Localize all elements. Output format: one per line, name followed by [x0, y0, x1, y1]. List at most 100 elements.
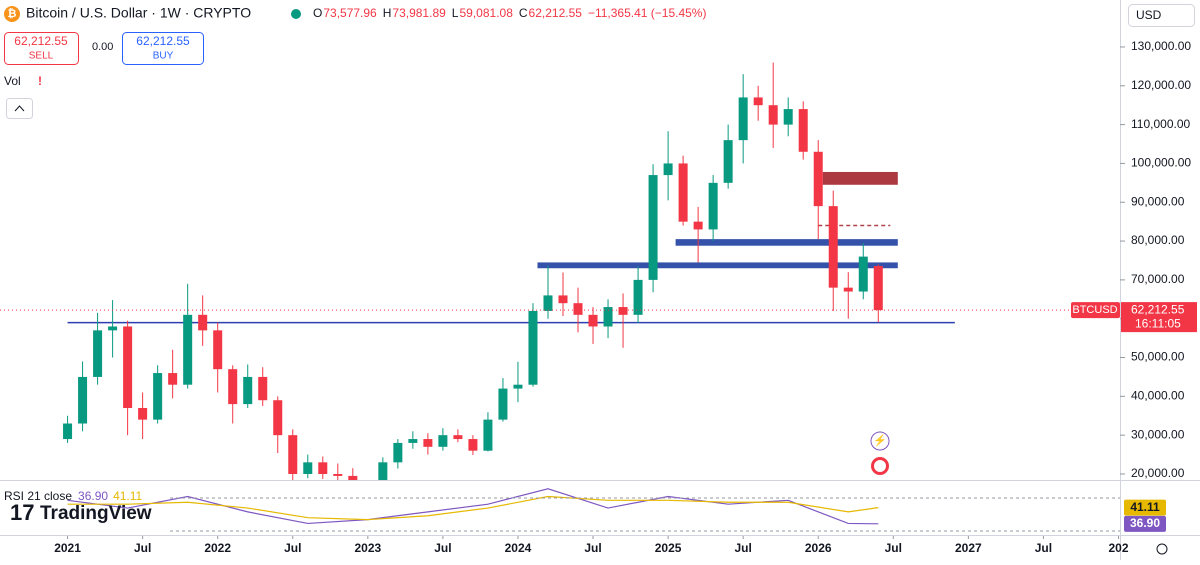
x-tick-label: Jul — [434, 541, 451, 555]
y-tick-label: 90,000.00 — [1131, 194, 1185, 208]
candle-body — [498, 388, 508, 420]
zone — [822, 171, 898, 185]
candle-body — [543, 295, 553, 311]
candle-body — [378, 462, 388, 480]
x-tick-label: Jul — [134, 541, 151, 555]
y-tick-label: 30,000.00 — [1131, 427, 1185, 441]
candle-body — [393, 442, 403, 463]
buy-button[interactable] — [122, 32, 204, 65]
y-tick-label: 20,000.00 — [1131, 466, 1185, 480]
candle-body — [333, 473, 343, 476]
change: −11,365.41 (−15.45%) — [588, 6, 707, 20]
sell-button[interactable] — [4, 32, 79, 65]
y-tick-label: 130,000.00 — [1131, 39, 1191, 53]
candle-body — [828, 206, 838, 288]
candle-body — [873, 265, 883, 311]
ohlc-key: H — [383, 6, 392, 20]
x-tick-label: 2026 — [805, 541, 832, 555]
ohlc-value: 59,081.08 — [459, 6, 513, 20]
x-tick-label: Jul — [1035, 541, 1052, 555]
flag-icon — [874, 460, 886, 472]
price-pane — [0, 62, 1120, 487]
ohlc-key: C — [519, 6, 528, 20]
ai-icon[interactable] — [870, 431, 890, 451]
buy-price: 62,212.55 — [136, 34, 190, 48]
btc-icon — [4, 6, 20, 22]
candle-body — [588, 314, 598, 327]
currency: USD — [1136, 8, 1162, 22]
x-tick-label: Jul — [284, 541, 301, 555]
candle-body — [678, 163, 688, 222]
sell-price: 62,212.55 — [14, 34, 68, 48]
candle-body — [468, 439, 478, 451]
candle-body — [123, 326, 133, 408]
candle-body — [198, 314, 208, 331]
rsi-title: RSI 21 close — [4, 489, 72, 503]
zone — [675, 239, 898, 246]
candle-body — [423, 439, 433, 447]
y-tick-label: 110,000.00 — [1131, 117, 1190, 131]
symbol-title[interactable]: Bitcoin / U.S. Dollar · 1W · CRYPTO — [26, 5, 251, 21]
candle-body — [363, 486, 372, 487]
rsi-line — [67, 488, 879, 525]
candle-body — [798, 109, 808, 152]
status-dot — [291, 9, 301, 19]
candle-body — [513, 384, 523, 389]
logo: TradingView — [40, 503, 152, 524]
candle-body — [168, 373, 178, 385]
zone — [537, 262, 898, 269]
candle-body — [558, 295, 568, 304]
rsi-value-label: 41.11 — [1130, 500, 1160, 514]
price-tag-countdown: 16:11:05 — [1135, 316, 1181, 330]
y-tick-label: 40,000.00 — [1131, 389, 1185, 403]
settings-icon[interactable] — [1156, 543, 1168, 555]
candle-body — [93, 330, 103, 377]
x-tick-label: 202 — [1108, 541, 1128, 555]
candle-body — [738, 97, 748, 141]
rsi-pane — [67, 488, 879, 525]
candle-body — [708, 182, 718, 230]
candle-body — [693, 221, 703, 230]
candle-body — [213, 330, 223, 370]
x-tick-label: 2023 — [354, 541, 381, 555]
rsi-line — [67, 495, 879, 521]
candle-body — [228, 369, 238, 405]
candle-body — [753, 97, 763, 106]
candle-body — [183, 314, 193, 385]
x-tick-label: Jul — [885, 541, 902, 555]
x-tick-label: 2022 — [204, 541, 231, 555]
candle-body — [273, 400, 283, 436]
rsi-value-tag — [1124, 515, 1166, 532]
collapse-icon — [14, 105, 25, 112]
y-tick-label: 70,000.00 — [1131, 272, 1185, 286]
candle-body — [663, 163, 673, 176]
candle-body — [438, 435, 448, 447]
candle-body — [528, 310, 538, 385]
logo-mark: 17 — [10, 500, 34, 525]
candle-body — [783, 109, 793, 125]
y-tick-label: 80,000.00 — [1131, 233, 1185, 247]
candle-body — [78, 376, 88, 424]
vol-label[interactable]: Vol — [4, 74, 21, 88]
x-tick-label: 2021 — [54, 541, 81, 555]
symbol-tag — [1071, 302, 1120, 319]
candle-body — [843, 287, 853, 292]
ohlc-value: 62,212.55 — [529, 6, 583, 20]
y-tick-label: 50,000.00 — [1131, 350, 1185, 364]
candle-body — [603, 307, 613, 327]
rsi-value-tag — [1124, 499, 1166, 516]
ohlc-key: O — [313, 6, 322, 20]
rsi-value-label: 36.90 — [1130, 516, 1160, 530]
x-tick-label: 2024 — [505, 541, 532, 555]
currency-select[interactable] — [1128, 4, 1195, 27]
buy-label: BUY — [153, 51, 174, 62]
collapse-button[interactable] — [6, 98, 33, 119]
ohlc-key: L — [452, 6, 459, 20]
sell-label: SELL — [29, 51, 54, 62]
price-tag-value: 62,212.55 — [1131, 302, 1185, 316]
ohlc-value: 73,981.89 — [392, 6, 446, 20]
ohlc-value: 73,577.96 — [323, 6, 377, 20]
candle-body — [408, 439, 418, 443]
candle-body — [108, 326, 118, 331]
